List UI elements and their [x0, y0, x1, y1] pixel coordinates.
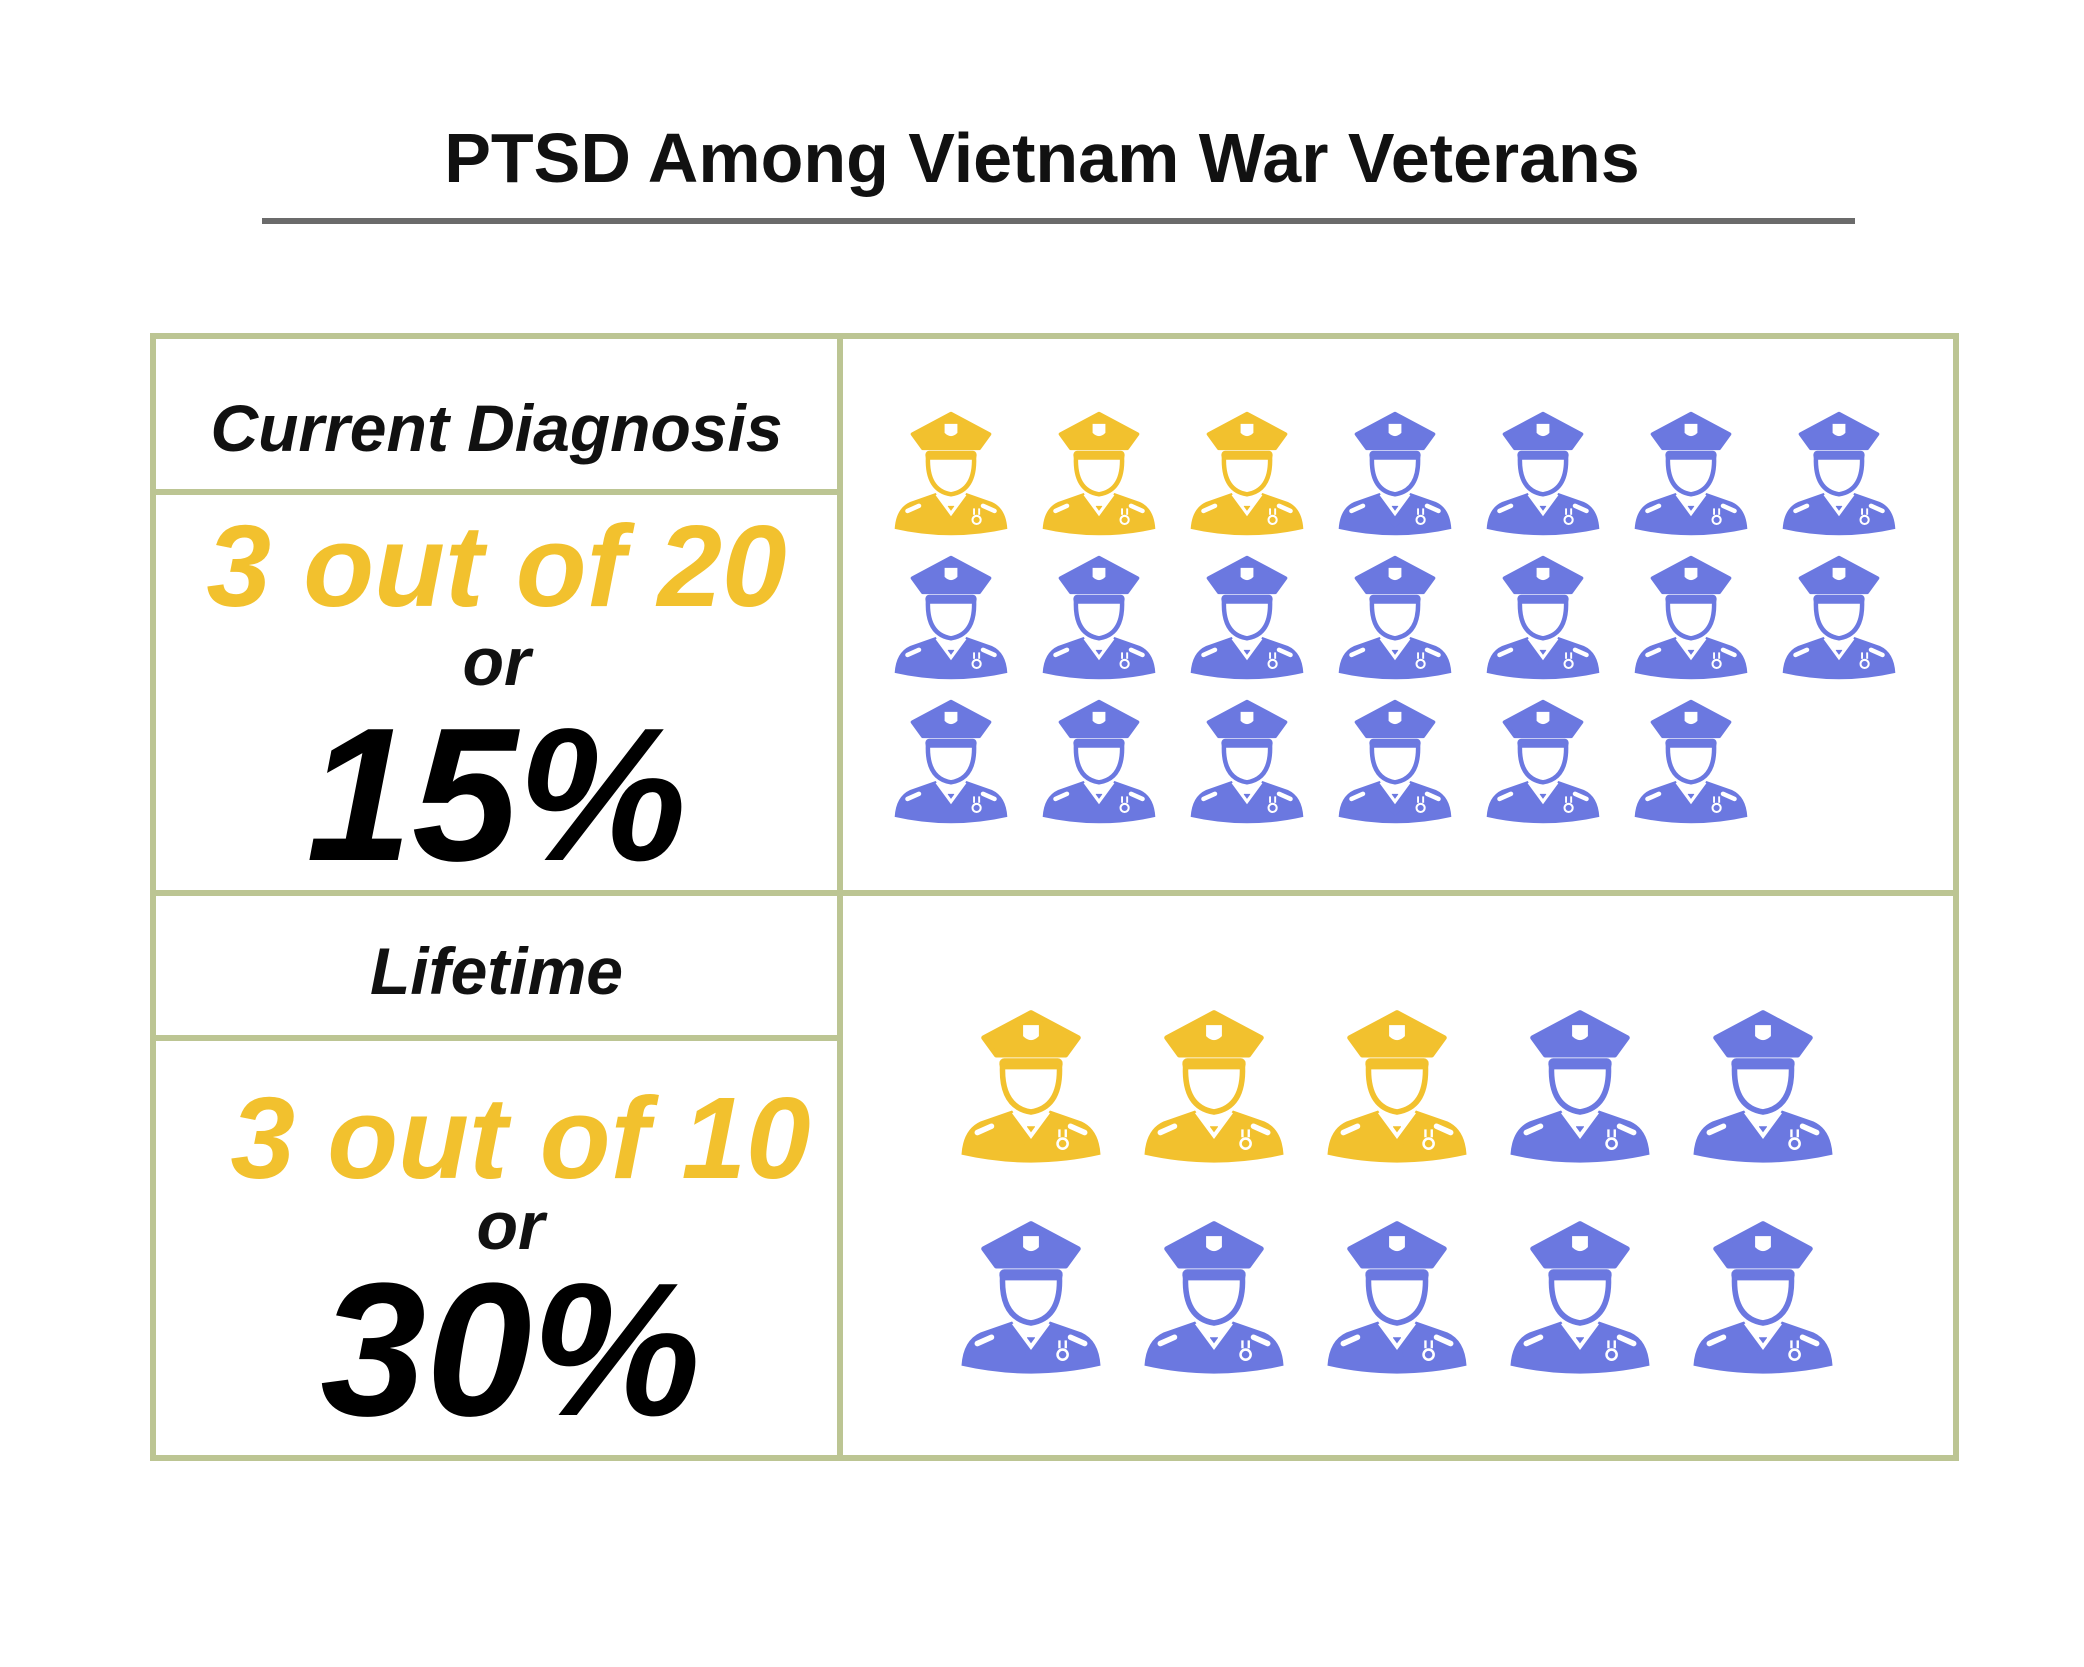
current-soldier-icon	[887, 548, 1015, 680]
current-soldier-icon	[1627, 548, 1755, 680]
lifetime-fraction: 3 out of 10	[230, 1073, 811, 1203]
current-label: Current Diagnosis	[210, 391, 783, 465]
lifetime-soldier-icon	[1318, 1212, 1476, 1374]
current-soldier-icon	[1331, 548, 1459, 680]
current-fraction: 3 out of 20	[206, 501, 787, 631]
current-soldier-icon	[1627, 404, 1755, 536]
page-title: PTSD Among Vietnam War Veterans	[444, 119, 1640, 197]
current-soldier-icon	[1627, 692, 1755, 824]
current-soldier-icon-highlighted	[887, 404, 1015, 536]
lifetime-soldier-icon	[1684, 1212, 1842, 1374]
current-soldier-icon	[1035, 692, 1163, 824]
current-soldier-icon	[1479, 692, 1607, 824]
lifetime-label: Lifetime	[369, 934, 624, 1008]
current-or: or	[462, 624, 531, 700]
current-soldier-icon	[1183, 692, 1311, 824]
current-soldier-icon	[1775, 548, 1903, 680]
current-soldier-icon	[1035, 548, 1163, 680]
lifetime-percent: 30%	[320, 1244, 701, 1456]
current-soldier-icon	[1331, 404, 1459, 536]
current-soldier-icon	[1183, 548, 1311, 680]
current-soldier-icon-highlighted	[1183, 404, 1311, 536]
row-divider	[150, 890, 1953, 896]
current-label-divider	[156, 489, 837, 495]
lifetime-soldier-icon	[1501, 1001, 1659, 1163]
current-soldier-icon	[1479, 548, 1607, 680]
current-soldier-icon	[1331, 692, 1459, 824]
lifetime-soldier-icon	[952, 1212, 1110, 1374]
lifetime-soldier-icon	[1135, 1212, 1293, 1374]
current-soldier-icon-highlighted	[1035, 404, 1163, 536]
lifetime-or: or	[476, 1188, 545, 1264]
current-percent: 15%	[306, 689, 687, 901]
current-soldier-icon	[1479, 404, 1607, 536]
title-underline	[262, 218, 1855, 224]
lifetime-soldier-icon-highlighted	[952, 1001, 1110, 1163]
current-soldier-icon	[1775, 404, 1903, 536]
lifetime-soldier-icon	[1684, 1001, 1842, 1163]
current-soldier-icon	[887, 692, 1015, 824]
lifetime-soldier-icon-highlighted	[1318, 1001, 1476, 1163]
stats-table	[150, 333, 1959, 1461]
lifetime-soldier-icon	[1501, 1212, 1659, 1374]
lifetime-soldier-icon-highlighted	[1135, 1001, 1293, 1163]
lifetime-label-divider	[156, 1035, 837, 1041]
